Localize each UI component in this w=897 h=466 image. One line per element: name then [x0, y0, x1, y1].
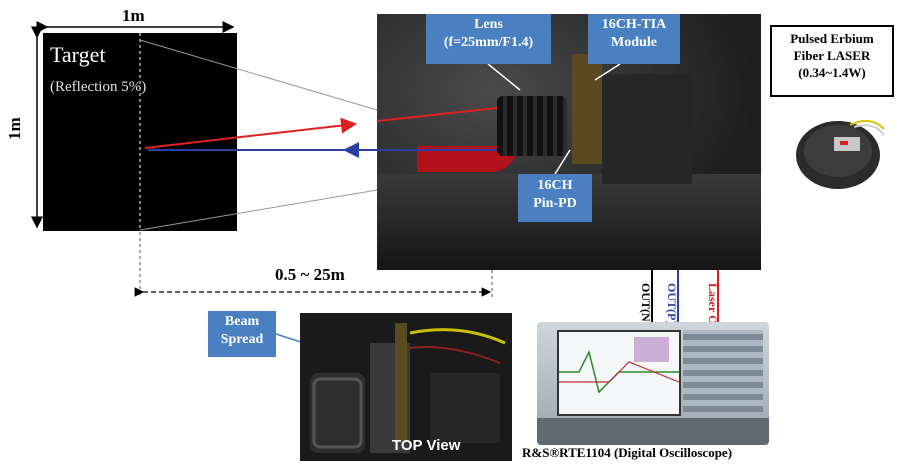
- fiber-laser-icon: [796, 119, 885, 189]
- oscilloscope-inputs: [537, 418, 769, 445]
- fov-line-bottom: [139, 189, 378, 231]
- tia-callout-line1: 16CH-TIA: [601, 17, 667, 32]
- lens-barrel: [497, 96, 567, 156]
- target-title: Target: [50, 42, 106, 67]
- laser-line2: Fiber LASER: [793, 47, 871, 63]
- transmit-beam-inner: [376, 107, 498, 122]
- out-p-label: OUT(P): [665, 283, 679, 325]
- pd-callout-line2: Pin-PD: [533, 195, 577, 211]
- beam-spread-callout: Beam Spread: [208, 311, 276, 357]
- pcb-board: [572, 54, 602, 164]
- tia-mount: [602, 74, 692, 184]
- pd-leader: [554, 149, 571, 175]
- tia-leader: [594, 63, 621, 81]
- laser-label-box: Pulsed Erbium Fiber LASER (0.34~1.4W): [770, 25, 894, 97]
- oscilloscope-image: [537, 322, 769, 445]
- lens-callout: Lens (f=25mm/F1.4): [426, 14, 551, 64]
- laser-line3: (0.34~1.4W): [798, 64, 866, 80]
- beam-callout-line2: Spread: [220, 331, 264, 347]
- beam-callout-line1: Beam: [224, 314, 260, 329]
- pd-callout-line1: 16CH: [537, 178, 573, 193]
- oscilloscope-screen: [557, 330, 681, 416]
- oscilloscope-label: R&S®RTE1104 (Digital Oscilloscope): [522, 445, 733, 460]
- lens-leader: [487, 63, 521, 91]
- tia-callout-line2: Module: [611, 34, 657, 50]
- tia-callout: 16CH-TIA Module: [588, 14, 680, 64]
- out-n-label: OUT(N): [639, 283, 653, 326]
- range-label: 0.5 ~ 25m: [275, 265, 345, 284]
- top-view-photo: [300, 313, 512, 461]
- target-subtitle: (Reflection 5%): [50, 79, 147, 95]
- scope-waveform: [559, 337, 680, 394]
- fov-line-top: [139, 39, 378, 111]
- laser-line1: Pulsed Erbium: [790, 31, 874, 46]
- top-view-label: TOP View: [392, 437, 461, 454]
- oscilloscope-controls: [683, 330, 763, 412]
- transmit-beam: [144, 117, 357, 149]
- pd-callout: 16CH Pin-PD: [518, 174, 592, 222]
- target-width-label: 1m: [122, 6, 145, 25]
- top-view-drawing: [300, 313, 512, 461]
- lens-callout-line2: (f=25mm/F1.4): [443, 34, 534, 50]
- lens-callout-line1: Lens: [474, 17, 503, 32]
